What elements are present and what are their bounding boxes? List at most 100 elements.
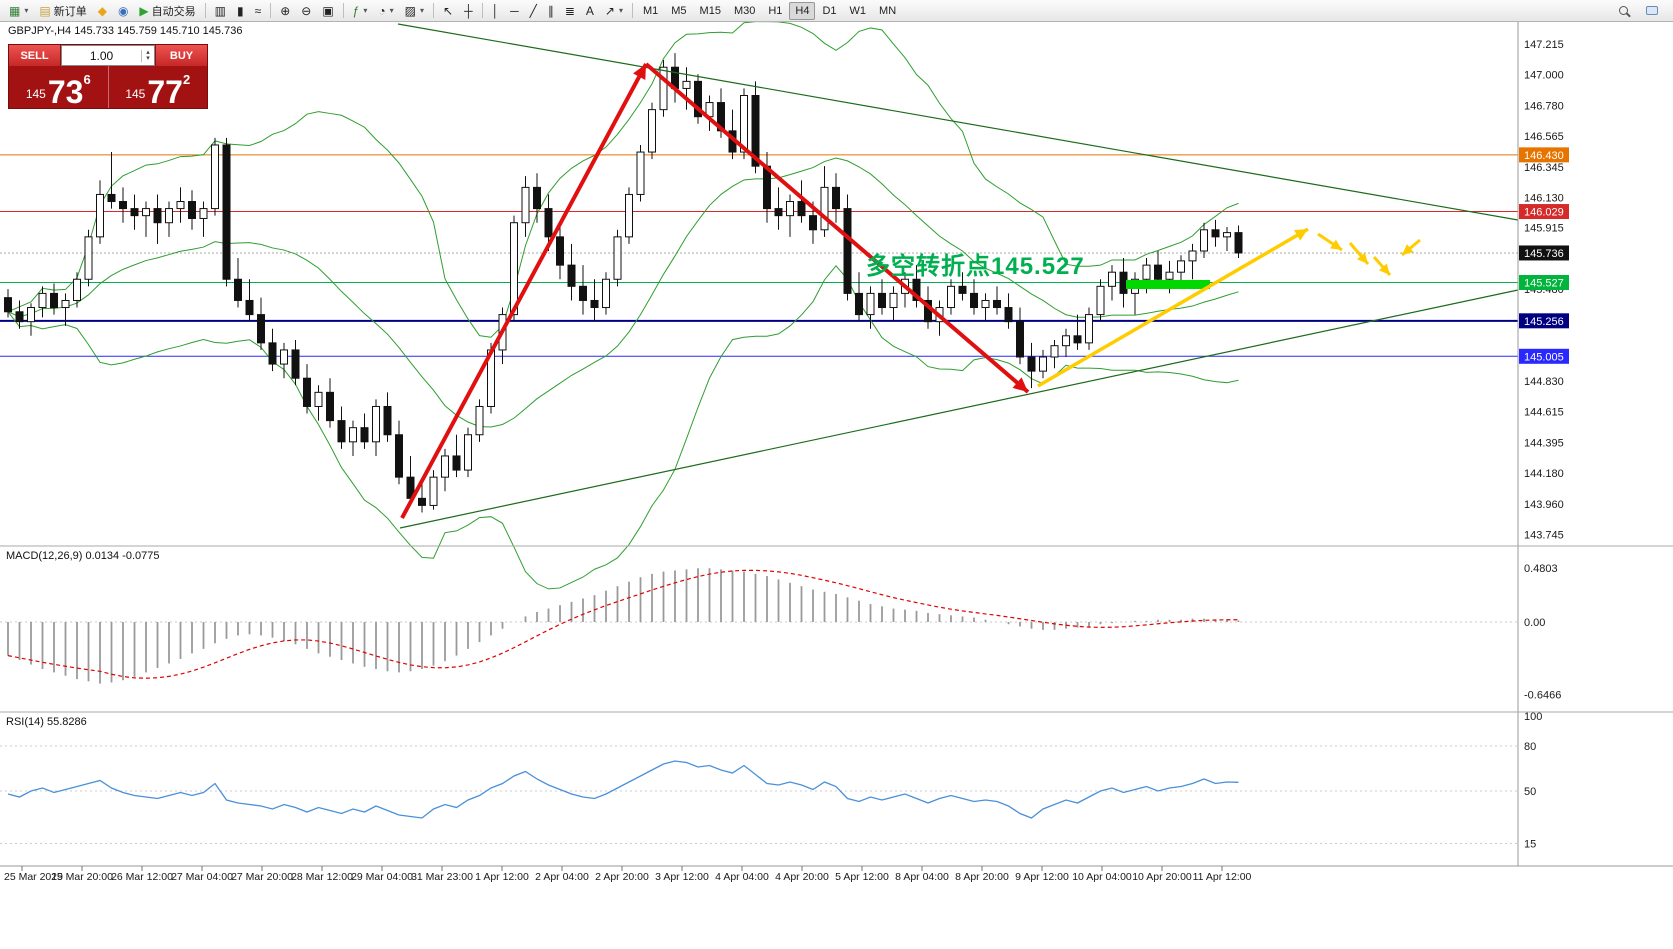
price-line-badge-label: 145.005 [1524,351,1564,363]
price-line-badge [1519,275,1569,291]
sell-button[interactable]: SELL [9,45,61,66]
cursor-icon[interactable]: ↖ [438,2,458,20]
time-axis-label: 4 Apr 20:00 [775,871,829,883]
price-line-badge [1519,147,1569,163]
timeframe-mn[interactable]: MN [879,4,897,17]
buy-price[interactable]: 145 77 2 [109,66,208,108]
crosshair-icon[interactable]: ┼ [459,2,478,20]
bollinger-middle-band [7,157,1239,428]
price-line-badge [1519,313,1569,329]
mql5-community-icon[interactable]: ◆ [93,2,112,20]
timeframe-d1[interactable]: D1 [822,4,837,17]
yellow-zigzag-arrow-head [1330,239,1342,250]
mql5-community-icon-glyph: ◆ [97,3,107,18]
fibonacci-icon-glyph: ≣ [564,3,575,18]
fibonacci-icon[interactable]: ≣ [560,2,580,20]
toolbar-separator [342,3,344,18]
price-line-badge-label: 146.029 [1524,207,1564,219]
trendline-icon[interactable]: ╱ [525,2,542,20]
time-axis-label: 2 Apr 04:00 [535,871,589,883]
trendline[interactable] [397,23,1519,221]
symbol-ohlc-label: GBPJPY-,H4 145.733 145.759 145.710 145.7… [8,25,243,37]
macd-indicator-label: MACD(12,26,9) 0.0134 -0.0775 [6,550,160,562]
sell-price-big: 73 [47,74,84,110]
pivot-annotation: 多空转折点145.527 [866,253,1085,280]
chevron-down-icon: ▾ [618,6,623,15]
search-icon[interactable] [1614,2,1633,20]
autotrading-button[interactable]: ▶ 自动交易 [134,2,200,20]
volume-up-icon[interactable]: ▴ [146,48,150,56]
macd-axis-label: 0.4803 [1524,563,1558,575]
yellow-projection-arrow[interactable] [1037,227,1309,388]
zoom-in-icon[interactable]: ⊕ [275,2,295,20]
bar-chart-icon[interactable]: ▥ [210,2,231,20]
zoom-out-icon[interactable]: ⊖ [296,2,316,20]
price-line-badge [1519,348,1569,364]
price-axis-label: 144.180 [1524,468,1564,480]
volume-down-icon[interactable]: ▾ [146,54,150,62]
yellow-projection-arrow-head [1294,229,1308,241]
time-axis-label: 27 Mar 20:00 [231,871,293,883]
time-axis-label: 8 Apr 20:00 [955,871,1009,883]
new-order-glyph: ▤ [39,3,51,18]
price-line-badge-label: 146.430 [1524,150,1564,162]
support-highlight[interactable] [1126,280,1210,289]
timeframe-m5[interactable]: M5 [671,4,687,17]
trendline[interactable] [399,289,1519,529]
buy-button[interactable]: BUY [155,45,207,66]
tile-windows-icon[interactable]: ▣ [317,2,338,20]
text-label-icon[interactable]: A [581,2,599,20]
help-icon-glyph: ◉ [117,3,129,18]
toolbar-separator [481,3,483,18]
time-axis-label: 5 Apr 12:00 [835,871,889,883]
time-axis-label: 26 Mar 12:00 [111,871,173,883]
chat-icon[interactable] [1641,2,1663,20]
price-line-badge [1519,204,1569,220]
timeframe-h4[interactable]: H4 [789,1,816,20]
new-order-button-label: 新订单 [53,5,87,18]
time-axis-label: 4 Apr 04:00 [715,871,769,883]
periods-button[interactable]: ◔ ▾ [373,2,398,20]
price-line-badge-label: 145.736 [1524,248,1564,260]
new-chart-button[interactable]: ▦ ▾ [4,2,33,20]
timeframe-w1[interactable]: W1 [849,4,867,17]
sell-price[interactable]: 145 73 6 [9,66,109,108]
price-axis-label: 147.000 [1524,69,1564,81]
rsi-axis-label: 50 [1524,786,1536,798]
macd-signal-line [7,569,1239,679]
vertical-line-icon[interactable]: │ [487,2,505,20]
horizontal-line-icon-glyph: ─ [510,3,519,18]
rsi-axis-label: 80 [1524,741,1536,753]
timeframe-m30[interactable]: M30 [733,4,756,17]
toolbar-separator [204,3,206,18]
tile-windows-icon-glyph: ▣ [322,3,334,18]
toolbar: ▦ ▾ ▤ 新订单 ◆ ◉ ▶ 自动交易 ▥ ▮ ≈ ⊕ ⊖ ▣ ƒ ▾ ◔ ▾ ▨ ▾ ↖ ┼ │ ─ ╱ ∥ ≣ A ↗ ▾ M1 M5 M… [0,0,1673,22]
red-trend-arrow-head [633,64,646,80]
timeframe-h1[interactable]: H1 [768,4,783,17]
new-order-button[interactable]: ▤ 新订单 [34,2,91,20]
periods-glyph: ◔ [378,3,386,18]
price-axis-label: 147.215 [1524,39,1564,51]
red-trend-arrow[interactable] [644,62,1030,394]
rsi-line [7,760,1239,819]
indicators-button[interactable]: ƒ ▾ [348,2,373,20]
help-icon[interactable]: ◉ [113,2,133,20]
timeframe-m15[interactable]: M15 [699,4,721,17]
time-axis-label: 25 Mar 20:00 [51,871,113,883]
candlestick-chart-icon[interactable]: ▮ [232,2,249,20]
volume-spinner[interactable]: ▴ ▾ [141,48,154,62]
volume-value[interactable]: 1.00 [89,48,114,63]
zoom-out-icon-glyph: ⊖ [301,3,312,18]
timeframe-m1[interactable]: M1 [642,4,659,17]
arrows-tool-icon[interactable]: ↗ ▾ [600,2,628,20]
templates-button[interactable]: ▨ ▾ [400,2,429,20]
equidistant-channel-icon[interactable]: ∥ [543,2,559,20]
time-axis-label: 8 Apr 04:00 [895,871,949,883]
one-click-trading-panel: SELL 1.00 ▴ ▾ BUY 145 73 6 145 77 2 [8,44,208,109]
volume-control[interactable]: 1.00 ▴ ▾ [61,45,155,66]
horizontal-line-icon[interactable]: ─ [505,2,524,20]
line-chart-icon[interactable]: ≈ [250,2,267,20]
red-trend-arrow[interactable] [400,63,648,519]
time-axis-label: 28 Mar 12:00 [291,871,353,883]
